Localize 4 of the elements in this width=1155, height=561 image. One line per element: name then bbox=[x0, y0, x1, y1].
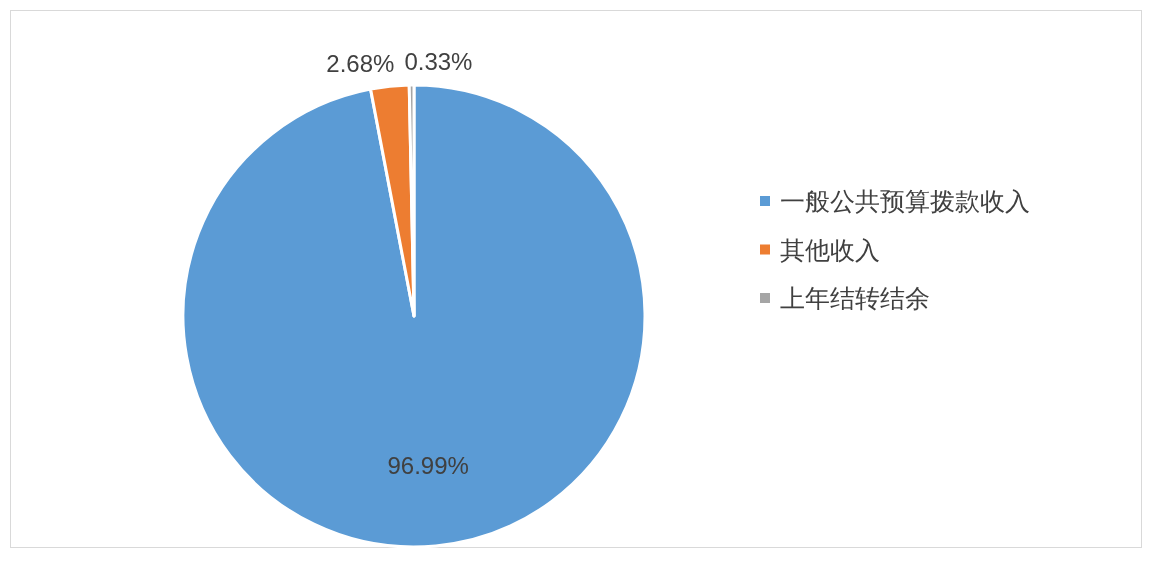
legend-label: 其他收入 bbox=[780, 235, 880, 264]
data-label: 0.33% bbox=[404, 48, 473, 76]
data-label: 2.68% bbox=[326, 49, 395, 77]
data-label: 96.99% bbox=[387, 451, 469, 479]
